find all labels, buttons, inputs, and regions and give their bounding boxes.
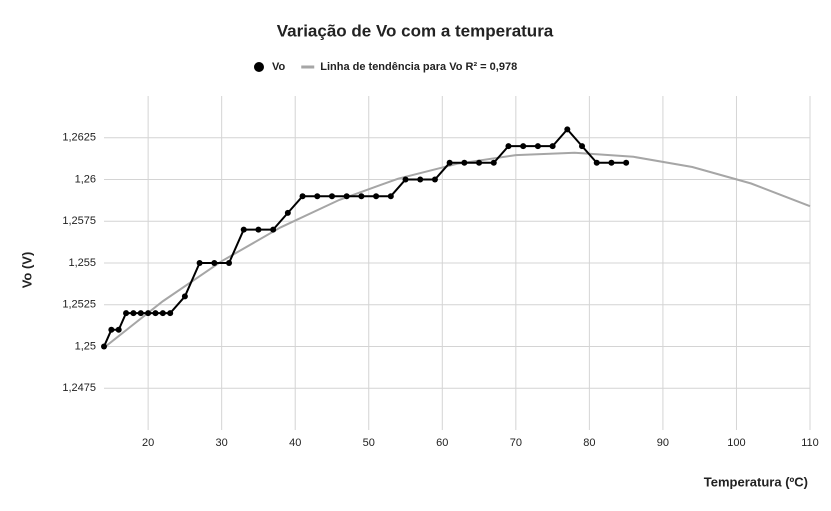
data-point bbox=[115, 326, 122, 333]
data-point bbox=[593, 159, 600, 166]
data-point bbox=[608, 159, 615, 166]
data-point bbox=[240, 226, 247, 233]
y-tick-label: 1,25 bbox=[75, 340, 96, 352]
data-point bbox=[255, 226, 262, 233]
legend-marker bbox=[254, 62, 264, 72]
data-point bbox=[299, 193, 306, 200]
data-point bbox=[284, 209, 291, 216]
data-point bbox=[211, 260, 218, 266]
data-point bbox=[101, 343, 107, 350]
data-point bbox=[461, 159, 468, 166]
data-point bbox=[314, 193, 321, 200]
data-point bbox=[402, 176, 409, 183]
x-tick-label: 90 bbox=[657, 437, 669, 449]
data-point bbox=[490, 159, 497, 166]
data-point bbox=[152, 310, 159, 317]
x-tick-label: 70 bbox=[510, 437, 522, 449]
x-tick-label: 20 bbox=[142, 437, 154, 449]
data-point bbox=[181, 293, 188, 300]
x-tick-label: 40 bbox=[289, 437, 301, 449]
y-axis-title: Vo (V) bbox=[19, 252, 34, 289]
x-tick-label: 100 bbox=[727, 437, 745, 449]
data-point bbox=[123, 310, 130, 317]
data-point bbox=[328, 193, 335, 200]
data-point bbox=[520, 143, 527, 150]
x-tick-label: 80 bbox=[583, 437, 595, 449]
data-point bbox=[373, 193, 380, 200]
data-point bbox=[343, 193, 350, 200]
data-point bbox=[159, 310, 166, 317]
data-point bbox=[167, 310, 174, 317]
x-tick-label: 30 bbox=[216, 437, 228, 449]
legend-label: Vo bbox=[272, 61, 286, 73]
data-point bbox=[623, 159, 630, 166]
x-axis-title: Temperatura (ºC) bbox=[704, 474, 808, 489]
x-tick-label: 60 bbox=[436, 437, 448, 449]
y-tick-label: 1,2525 bbox=[62, 299, 96, 311]
data-point bbox=[446, 159, 453, 166]
data-point bbox=[534, 143, 541, 150]
data-point bbox=[431, 176, 438, 183]
legend-label: Linha de tendência para Vo R² = 0,978 bbox=[320, 61, 517, 73]
data-point bbox=[564, 126, 571, 133]
data-point bbox=[579, 143, 586, 150]
data-point bbox=[505, 143, 512, 150]
data-point bbox=[145, 310, 152, 317]
data-point bbox=[196, 260, 203, 266]
chart-title: Variação de Vo com a temperatura bbox=[277, 21, 554, 40]
y-tick-label: 1,2475 bbox=[62, 382, 96, 394]
y-tick-label: 1,255 bbox=[68, 257, 96, 269]
y-tick-label: 1,2575 bbox=[62, 215, 96, 227]
data-point bbox=[387, 193, 394, 200]
y-tick-label: 1,26 bbox=[75, 173, 96, 185]
y-tick-label: 1,2625 bbox=[62, 132, 96, 144]
data-point bbox=[270, 226, 277, 233]
data-point bbox=[358, 193, 365, 200]
data-point bbox=[137, 310, 144, 317]
x-tick-label: 50 bbox=[363, 437, 375, 449]
x-tick-label: 110 bbox=[801, 437, 819, 449]
data-point bbox=[226, 260, 233, 266]
data-point bbox=[549, 143, 556, 150]
data-point bbox=[417, 176, 424, 183]
data-point bbox=[108, 326, 115, 333]
data-line bbox=[103, 127, 627, 347]
data-point bbox=[476, 159, 483, 166]
trend-line bbox=[103, 151, 811, 349]
data-point bbox=[130, 310, 137, 317]
